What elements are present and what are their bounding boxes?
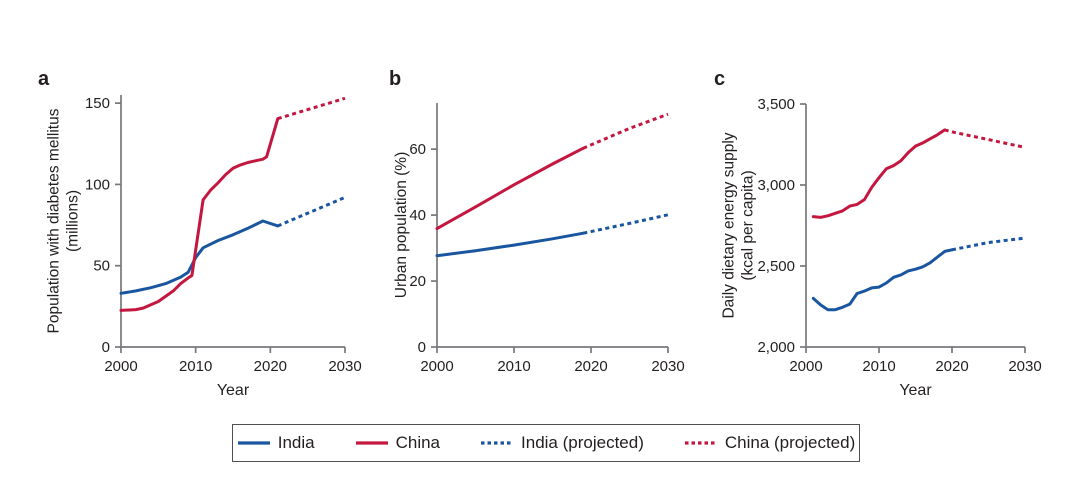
y-axis-title: Urban population (%)	[393, 152, 410, 298]
line-china-projected	[277, 96, 346, 121]
y-tick-label: 20	[409, 273, 426, 290]
line-china-projected	[582, 112, 669, 150]
panel-letter: b	[389, 68, 401, 90]
legend-item-india-projected: India (projected)	[480, 433, 644, 453]
y-tick-label: 2,000	[757, 339, 795, 356]
x-axis-title: Year	[899, 382, 932, 399]
panel-letter: c	[714, 68, 725, 90]
solid-blue-line-icon	[237, 441, 270, 445]
line-china	[435, 146, 585, 231]
x-tick-label: 2030	[328, 358, 361, 375]
y-tick-label: 40	[409, 207, 426, 224]
line-india-projected	[582, 213, 669, 235]
y-axis-title: Daily dietary energy supply (kcal per cap…	[721, 132, 757, 318]
y-tick-label: 50	[93, 258, 110, 275]
legend: India China India (projected) China (projec…	[232, 424, 860, 462]
line-india-projected	[951, 236, 1026, 252]
y-axis-title: Population with diabetes mellitus (millio…	[46, 108, 82, 333]
x-axis-title: Year	[217, 382, 250, 399]
x-tick-label: 2020	[254, 358, 287, 375]
y-tick-label: 3,500	[757, 96, 795, 113]
legend-label: China (projected)	[724, 433, 856, 452]
panel-b-urban-population-chart: 0 20 40 60 2000 2010 2020 2030 Urban population …	[389, 68, 685, 375]
x-tick-label: 2010	[862, 358, 895, 375]
legend-item-china-projected: China (projected)	[684, 433, 855, 453]
x-tick-label: 2020	[935, 358, 968, 375]
y-tick-label: 0	[102, 339, 110, 356]
solid-red-line-icon	[355, 441, 388, 445]
legend-label: India	[277, 433, 315, 452]
x-tick-label: 2000	[104, 358, 137, 375]
y-tick-label: 0	[418, 339, 426, 356]
x-tick-label: 2000	[789, 358, 822, 375]
x-tick-label: 2010	[179, 358, 212, 375]
legend-item-india: India	[237, 433, 315, 453]
dashed-red-line-icon	[684, 441, 717, 445]
legend-item-china: China	[355, 433, 440, 453]
legend-label: China	[395, 433, 441, 452]
line-india-projected	[277, 196, 346, 228]
line-india	[435, 231, 585, 258]
x-tick-label: 2020	[574, 358, 607, 375]
x-tick-label: 2030	[1008, 358, 1041, 375]
panel-a-diabetes-chart: 0 50 100 150 2000 2010 2020 2030 Population with…	[38, 68, 362, 399]
x-tick-label: 2010	[497, 358, 530, 375]
panel-letter: a	[38, 68, 50, 90]
panel-c-energy-supply-chart: 2,000 2,500 3,000 3,500 2000 2010 2020 2030 Dail…	[714, 68, 1042, 399]
line-china	[119, 117, 280, 312]
line-china-projected	[944, 128, 1026, 149]
y-tick-label: 60	[409, 141, 426, 158]
x-tick-label: 2030	[651, 358, 684, 375]
legend-label: India (projected)	[521, 433, 644, 452]
x-tick-label: 2000	[420, 358, 453, 375]
y-tick-label: 2,500	[757, 258, 795, 275]
y-tick-label: 3,000	[757, 177, 795, 194]
line-china	[811, 128, 947, 219]
dashed-blue-line-icon	[481, 441, 514, 445]
y-tick-label: 150	[85, 95, 110, 112]
line-india	[811, 248, 954, 312]
y-tick-label: 100	[85, 176, 110, 193]
